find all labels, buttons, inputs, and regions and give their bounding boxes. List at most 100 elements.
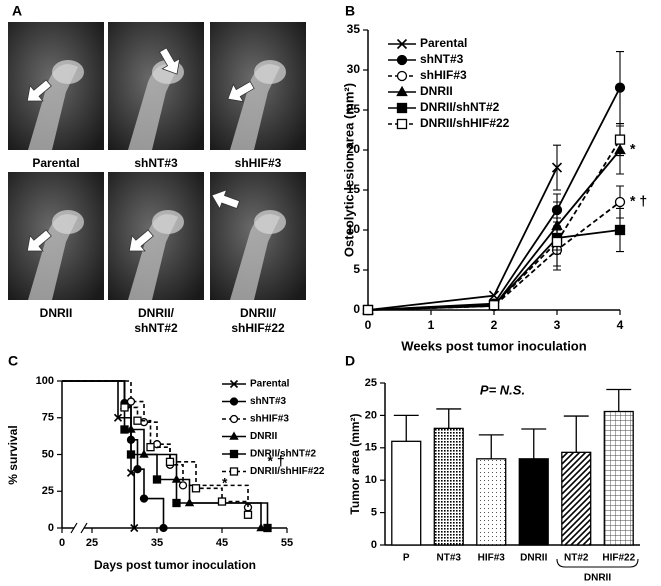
legend-label: Parental	[250, 379, 290, 390]
image-label: shNT#3	[134, 156, 178, 170]
y-tick-label: 10	[347, 222, 361, 236]
bar	[433, 427, 464, 546]
y-tick-label: 30	[347, 62, 361, 76]
legend-marker	[396, 118, 408, 130]
annotation: *	[222, 475, 228, 491]
arrow	[128, 229, 154, 252]
x-axis-label: Days post tumor inoculation	[94, 558, 256, 572]
marker	[133, 416, 142, 425]
y-tick-label: 50	[42, 448, 54, 460]
arrow	[158, 47, 181, 75]
y-tick-label: 5	[371, 507, 377, 519]
y-tick-label: 5	[353, 262, 360, 276]
annotation: * †	[630, 193, 647, 209]
x-tick-label: DNRII	[520, 553, 547, 564]
legend-label: DNRII/shHIF#22	[420, 116, 510, 130]
series-line	[367, 167, 558, 311]
joint	[254, 60, 286, 84]
legend-marker	[396, 102, 408, 114]
y-axis-label: % survival	[6, 425, 20, 484]
marker	[120, 425, 129, 434]
x-tick-label: 45	[216, 537, 228, 549]
marker	[172, 498, 181, 508]
bar	[603, 410, 634, 546]
bar	[518, 458, 549, 546]
panel-letter: D	[345, 353, 355, 369]
joint	[254, 210, 286, 234]
series-line	[367, 201, 621, 311]
legend-marker	[396, 38, 408, 50]
group-bracket	[556, 558, 639, 568]
legend-label: Parental	[420, 36, 467, 50]
marker	[217, 497, 227, 506]
marker	[152, 475, 162, 484]
legend-marker	[396, 54, 408, 66]
marker	[130, 523, 139, 533]
error-bar	[606, 388, 632, 412]
annotation: * †	[268, 453, 285, 469]
marker	[191, 484, 201, 493]
marker	[256, 522, 266, 532]
marker	[614, 134, 626, 145]
panel-letter: C	[8, 353, 18, 369]
marker	[165, 457, 175, 467]
marker	[159, 523, 168, 533]
x-tick-label: 25	[86, 537, 98, 549]
panel-letter: B	[345, 3, 355, 19]
y-tick-label: 20	[365, 409, 377, 421]
marker	[551, 162, 563, 173]
bar	[391, 440, 422, 546]
series-line	[367, 139, 621, 311]
y-tick-label: 15	[347, 182, 361, 196]
legend-marker	[229, 379, 239, 389]
x-tick-label: 4	[617, 318, 624, 332]
x-tick-label: 35	[151, 537, 163, 549]
legend-marker	[396, 70, 408, 82]
y-tick-label: 10	[365, 474, 377, 486]
group-label: DNRII	[584, 573, 611, 584]
legend-marker	[229, 431, 239, 440]
x-tick-label: 2	[491, 318, 498, 332]
legend-label: DNRII	[250, 431, 277, 442]
x-tick-label: P	[403, 553, 410, 564]
image-label: DNRII/	[240, 306, 277, 320]
bar	[561, 451, 592, 546]
legend-label: DNRII/shNT#2	[250, 449, 317, 460]
marker	[614, 224, 626, 236]
x-tick-label: 55	[281, 537, 293, 549]
error-bar	[563, 415, 589, 453]
y-axis-label: Tumor area (mm²)	[348, 413, 362, 514]
error-bar	[436, 408, 462, 429]
legend-label: shHIF#3	[420, 68, 467, 82]
legend-label: DNRII/shHIF#22	[250, 466, 325, 477]
arrow	[26, 79, 52, 102]
bone	[28, 214, 78, 300]
image-label: DNRII/	[138, 306, 175, 320]
legend-label: DNRII	[420, 84, 453, 98]
marker	[263, 523, 272, 533]
error-bar	[478, 434, 504, 459]
bone	[230, 64, 280, 150]
arrow	[211, 189, 241, 210]
marker	[120, 403, 129, 412]
legend-marker	[229, 414, 239, 424]
x-tick-label: 3	[554, 318, 561, 332]
legend-marker	[229, 397, 239, 406]
y-tick-label: 35	[347, 22, 361, 36]
bone	[128, 214, 178, 300]
marker	[243, 510, 253, 519]
marker	[113, 413, 123, 422]
x-axis-label: Weeks post tumor inoculation	[401, 338, 586, 353]
joint	[52, 210, 84, 234]
y-tick-label: 15	[365, 442, 377, 454]
marker	[126, 450, 136, 459]
y-tick-label: 20	[347, 142, 361, 156]
joint	[152, 210, 184, 234]
x-tick-label: HIF#22	[602, 553, 635, 564]
y-tick-label: 75	[42, 412, 54, 424]
x-tick-label: 0	[59, 537, 65, 549]
series-line	[367, 229, 621, 311]
y-tick-label: 25	[42, 485, 54, 497]
marker	[551, 236, 563, 248]
